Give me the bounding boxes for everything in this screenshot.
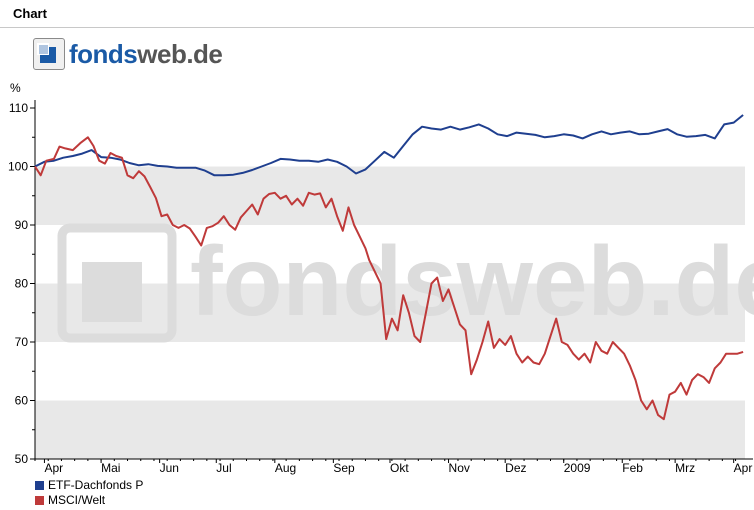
logo-text: fondsweb.de bbox=[69, 39, 223, 70]
x-tick-label-2: Jun bbox=[160, 461, 179, 475]
watermark-logo-icon bbox=[57, 223, 177, 343]
x-tick-label-5: Sep bbox=[333, 461, 355, 475]
y-tick-label-60: 60 bbox=[15, 394, 29, 408]
band-1 bbox=[35, 283, 745, 342]
x-tick-label-7: Nov bbox=[449, 461, 470, 475]
x-tick-label-1: Mai bbox=[101, 461, 120, 475]
x-tick-label-0: Apr bbox=[44, 461, 63, 475]
legend-label-msci: MSCI/Welt bbox=[48, 493, 106, 507]
band-2 bbox=[35, 166, 745, 225]
y-axis-label: % bbox=[10, 81, 21, 95]
logo-text-web: web.de bbox=[137, 39, 223, 69]
legend-swatch-etf bbox=[35, 481, 44, 490]
x-tick-label-10: Feb bbox=[622, 461, 643, 475]
series-line-0 bbox=[34, 114, 744, 177]
page-title: Chart bbox=[13, 6, 47, 21]
y-tick-label-50: 50 bbox=[15, 452, 29, 466]
header-bar: Chart bbox=[0, 0, 754, 28]
series-line-1 bbox=[34, 136, 744, 421]
x-tick-label-4: Aug bbox=[275, 461, 296, 475]
y-tick-label-110: 110 bbox=[9, 101, 28, 115]
x-tick-label-6: Okt bbox=[390, 461, 409, 475]
y-tick-label-80: 80 bbox=[15, 277, 29, 291]
x-tick-label-11: Mrz bbox=[675, 461, 695, 475]
watermark-text: fondsweb.de bbox=[190, 226, 754, 336]
legend-item-msci: MSCI/Welt bbox=[35, 493, 105, 507]
y-tick-label-90: 90 bbox=[15, 218, 29, 232]
logo-icon bbox=[33, 38, 65, 70]
x-tick-label-3: Jul bbox=[216, 461, 231, 475]
watermark-logo-square bbox=[82, 262, 142, 322]
y-tick-label-70: 70 bbox=[15, 335, 29, 349]
y-tick-label-100: 100 bbox=[8, 160, 28, 174]
logo-text-fonds: fonds bbox=[69, 39, 138, 69]
band-0 bbox=[35, 400, 745, 459]
x-tick-label-12: Apr bbox=[734, 461, 753, 475]
legend-swatch-msci bbox=[35, 496, 44, 505]
watermark: fondsweb.de bbox=[57, 223, 754, 343]
legend-label-etf: ETF-Dachfonds P bbox=[48, 478, 144, 492]
x-tick-label-9: 2009 bbox=[564, 461, 591, 475]
legend-item-etf: ETF-Dachfonds P bbox=[35, 478, 143, 492]
x-tick-label-8: Dez bbox=[505, 461, 526, 475]
